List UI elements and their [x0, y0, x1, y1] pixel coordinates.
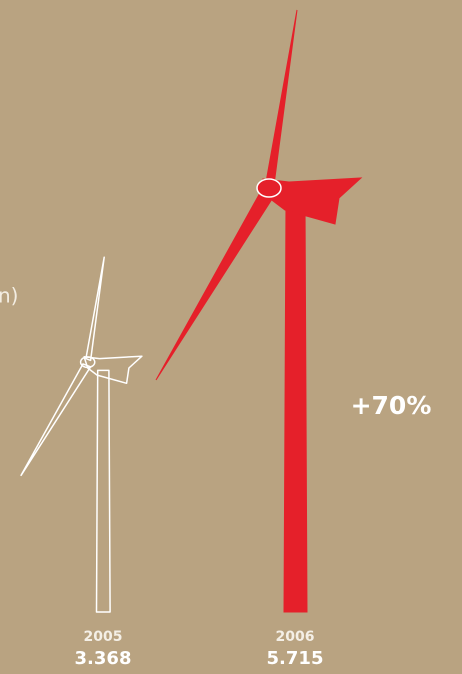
change-annotation: +70% — [351, 391, 432, 420]
hub — [79, 356, 96, 369]
nacelle — [262, 177, 363, 225]
turbine — [20, 256, 143, 613]
nacelle — [83, 355, 143, 385]
hub — [256, 178, 282, 198]
value-label: 5.715 — [267, 648, 324, 669]
tower — [283, 201, 308, 613]
turbine — [155, 9, 363, 613]
year-label: 2006 — [276, 629, 315, 645]
cropped-label: n) — [0, 284, 18, 308]
value-label: 3.368 — [75, 648, 132, 669]
year-label: 2005 — [84, 629, 123, 645]
tower — [95, 369, 111, 613]
blade — [85, 256, 105, 362]
